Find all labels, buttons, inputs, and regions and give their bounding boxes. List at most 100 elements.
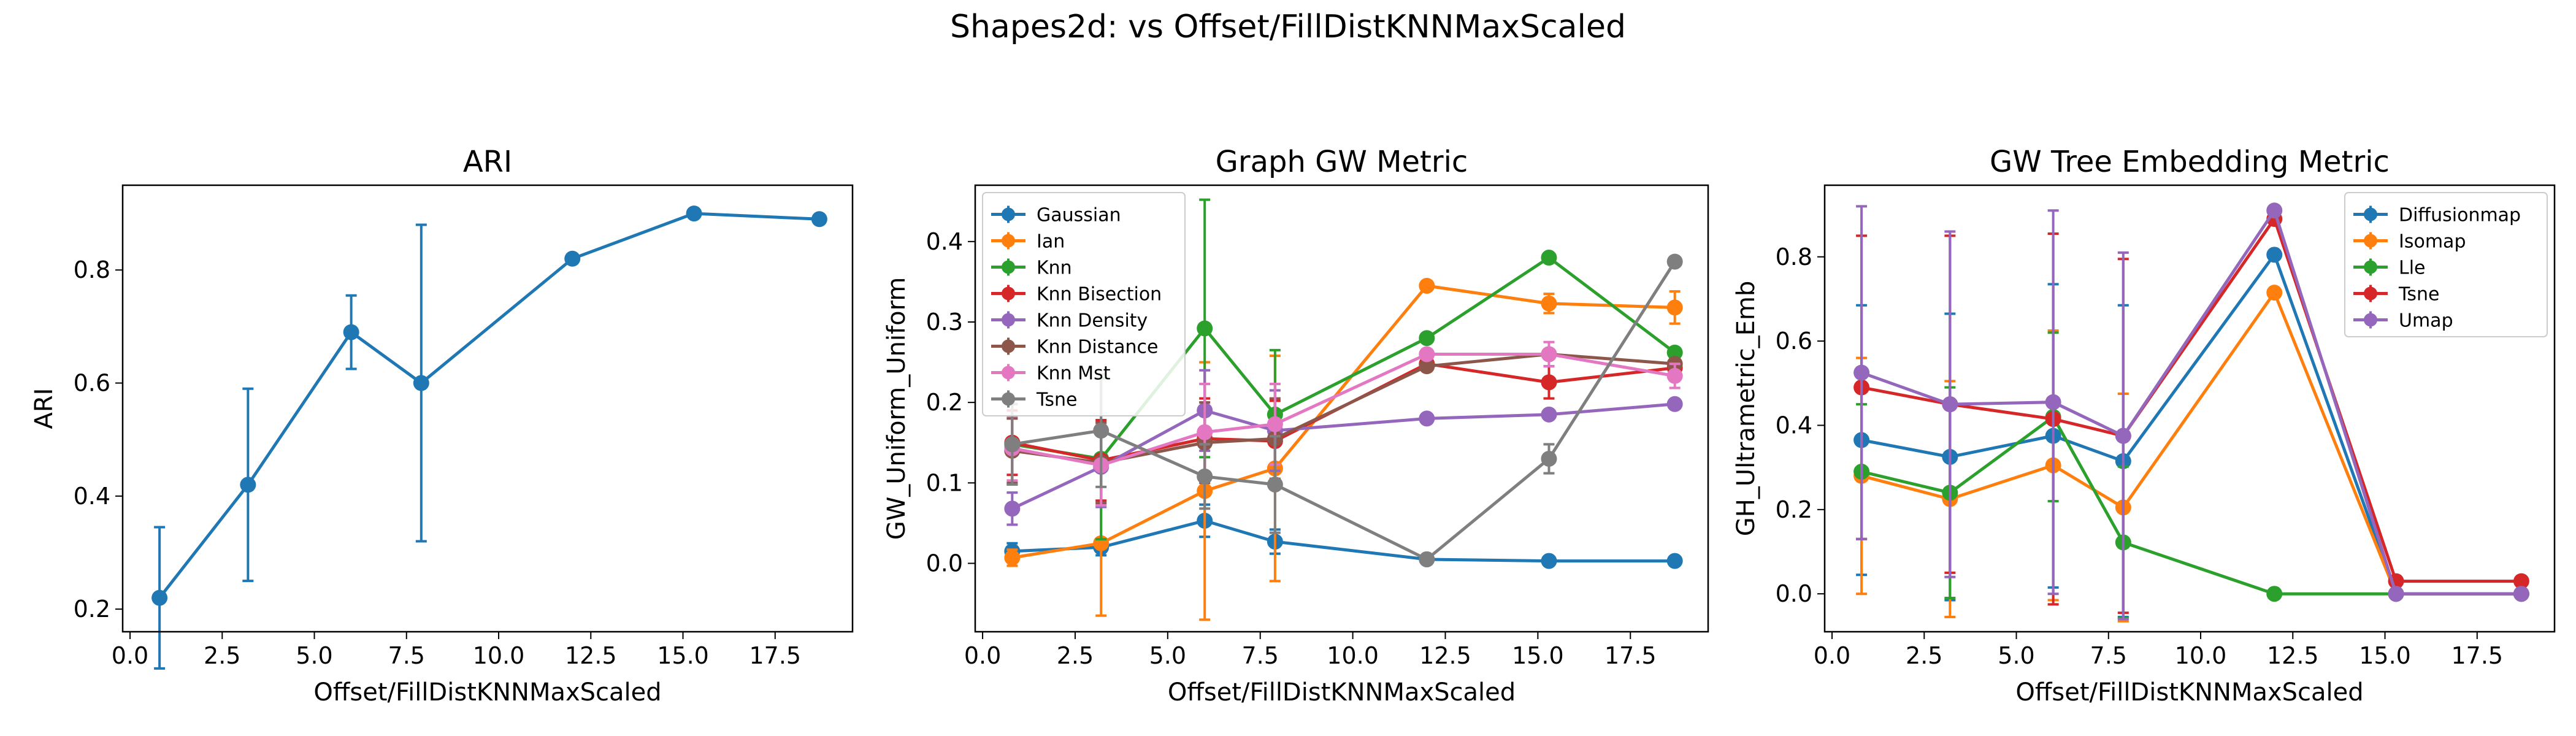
x-tick-label: 10.0 [1327, 642, 1379, 669]
legend-label: Knn Mst [1037, 363, 1111, 385]
data-point [2266, 285, 2283, 301]
y-tick-label: 0.0 [926, 550, 963, 577]
x-tick-label: 2.5 [1057, 642, 1094, 669]
series-umap [1853, 202, 2529, 621]
data-point [1541, 250, 1557, 266]
legend-item-ian: Ian [991, 231, 1065, 253]
legend-marker [2364, 207, 2377, 221]
chart-panel-ari: ARI 0.0 2.5 5.0 7.5 10.0 12.5 15.0 17.5 0.2 0.4 0.6… [30, 145, 854, 707]
series-lle [1853, 331, 2529, 620]
data-point [1419, 551, 1435, 567]
legend-item-lle: Lle [2353, 258, 2426, 279]
legend-marker [2364, 313, 2377, 327]
y-tick-label: 0.2 [74, 596, 110, 623]
legend-label: Knn Distance [1037, 337, 1158, 358]
data-point [1004, 500, 1021, 517]
data-point [2266, 247, 2283, 263]
x-tick-label: 15.0 [1512, 642, 1564, 669]
legend-box [2344, 192, 2548, 337]
data-point [1197, 468, 1213, 485]
figure-title: Shapes2d: vs Offset/FillDistKNNMaxScaled [950, 9, 1626, 45]
legend-marker [1002, 260, 1015, 274]
data-point [1004, 550, 1021, 566]
data-point [1853, 364, 1870, 381]
data-point [2513, 586, 2529, 602]
data-point [2513, 573, 2529, 589]
legend-label: Knn Bisection [1037, 284, 1162, 305]
legend-label: Knn [1037, 258, 1072, 279]
legend-item-knn-distance: Knn Distance [991, 337, 1158, 358]
y-tick-label: 0.6 [1776, 328, 1812, 355]
legend-marker [1002, 286, 1015, 301]
data-point [151, 589, 168, 606]
legend-item-knn: Knn [991, 258, 1072, 279]
series-gaussian [1004, 503, 1683, 569]
data-point [1942, 396, 1958, 413]
data-point [1419, 410, 1435, 427]
x-tick-label: 17.5 [1604, 642, 1657, 669]
series-series-0 [151, 205, 827, 670]
data-point [1666, 396, 1683, 412]
x-tick-label: 7.5 [2090, 642, 2127, 669]
y-tick-label: 0.6 [74, 370, 110, 397]
data-point [1541, 450, 1557, 467]
legend-marker [1002, 392, 1015, 406]
plot-frame [974, 184, 1709, 633]
data-point [564, 250, 581, 267]
data-point [1197, 320, 1213, 337]
data-point [1541, 346, 1557, 362]
x-tick-label: 0.0 [964, 642, 1001, 669]
y-tick-label: 0.4 [926, 228, 963, 255]
legend-item-umap: Umap [2353, 310, 2453, 332]
y-axis-label: ARI [30, 388, 58, 429]
data-point [1666, 553, 1683, 569]
legend-item-knn-density: Knn Density [991, 310, 1148, 332]
data-point [2266, 586, 2283, 602]
chart-title: ARI [463, 145, 512, 179]
x-tick-label: 10.0 [473, 642, 525, 669]
legend-marker [1002, 313, 1015, 327]
legend-label: Isomap [2399, 231, 2466, 253]
y-tick-label: 0.8 [1776, 243, 1812, 270]
x-tick-label: 0.0 [1814, 642, 1850, 669]
data-point [1541, 295, 1557, 312]
legend-label: Lle [2399, 258, 2426, 279]
x-tick-label: 10.0 [2175, 642, 2227, 669]
data-point [1541, 553, 1557, 569]
y-tick-label: 0.2 [926, 389, 963, 416]
y-tick-label: 0.3 [926, 309, 963, 335]
data-point [2045, 394, 2061, 410]
legend-item-knn-mst: Knn Mst [991, 363, 1111, 385]
legend-marker [2364, 234, 2377, 248]
x-tick-label: 17.5 [2451, 642, 2503, 669]
data-point [1093, 423, 1110, 439]
data-point [240, 477, 256, 493]
data-point [2388, 586, 2404, 602]
legend-label: Umap [2399, 310, 2453, 332]
data-point [1541, 374, 1557, 391]
x-tick-label: 0.0 [112, 642, 148, 669]
y-axis-label: GH_Ultrametric_Emb [1732, 281, 1760, 537]
y-tick-label: 0.0 [1776, 580, 1812, 607]
legend-item-tsne: Tsne [991, 389, 1077, 411]
y-tick-label: 0.8 [74, 256, 110, 283]
data-point [686, 205, 702, 222]
legend-item-diffusionmap: Diffusionmap [2353, 205, 2521, 226]
legend-label: Tsne [1036, 389, 1077, 411]
y-axis-label: GW_Uniform_Uniform [883, 277, 911, 540]
legend-label: Diffusionmap [2399, 205, 2521, 226]
data-point [1419, 330, 1435, 347]
chart-panel-graph-gw-metric: Graph GW Metric 0.0 2.5 5.0 7.5 10.0 12.5 15.0 1… [883, 145, 1709, 707]
data-point [1197, 424, 1213, 440]
x-axis-label: Offset/FillDistKNNMaxScaled [1168, 678, 1516, 707]
data-point [1541, 406, 1557, 423]
data-point [1666, 367, 1683, 384]
data-point [2266, 202, 2283, 219]
series-line [1012, 519, 1675, 563]
y-tick-label: 0.2 [1776, 496, 1812, 523]
legend-marker [1002, 366, 1015, 380]
data-point [1666, 344, 1683, 361]
data-point [413, 375, 429, 391]
x-tick-label: 5.0 [296, 642, 332, 669]
